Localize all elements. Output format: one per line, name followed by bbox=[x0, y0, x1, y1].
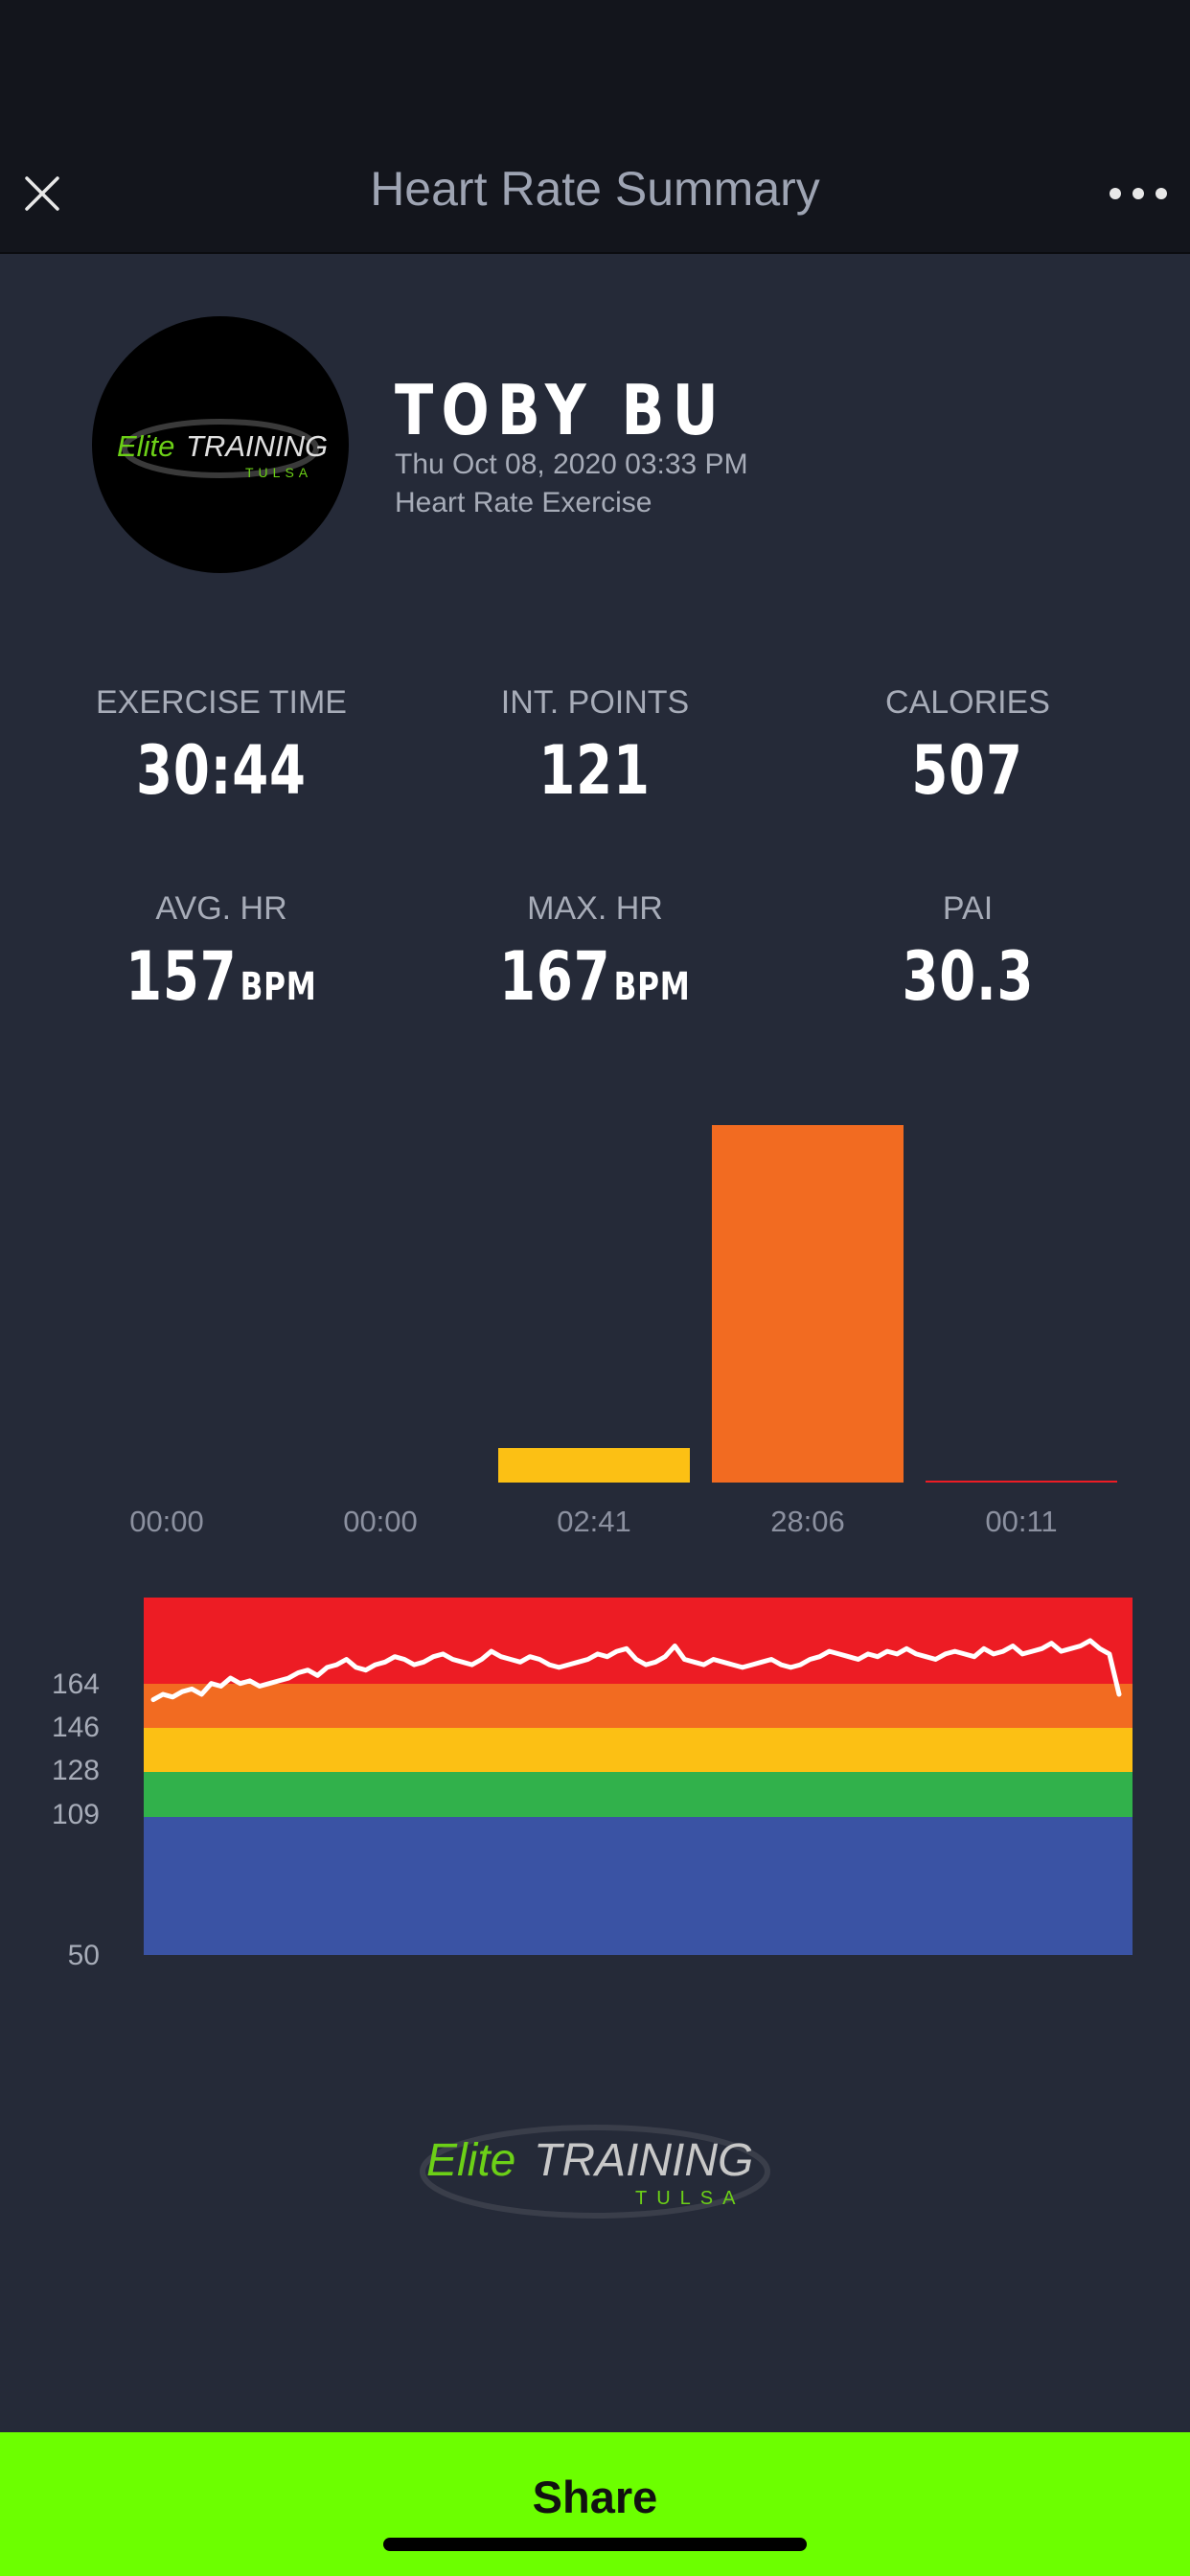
svg-text:TRAINING: TRAINING bbox=[534, 2135, 753, 2186]
more-button[interactable] bbox=[1104, 169, 1173, 218]
zone-band-blue bbox=[144, 1817, 1133, 1955]
stat-label: CALORIES bbox=[885, 684, 1050, 721]
stat-avg-hr: AVG. HR 157BPM bbox=[30, 890, 413, 1016]
stat-int-points: INT. POINTS 121 bbox=[403, 684, 787, 810]
svg-text:Elite: Elite bbox=[117, 429, 174, 463]
close-icon bbox=[25, 176, 59, 211]
elite-training-footer-logo: Elite TRAINING TULSA bbox=[420, 2125, 770, 2219]
stat-label: AVG. HR bbox=[155, 890, 287, 927]
top-bar bbox=[0, 0, 1190, 254]
hr-y-tick: 109 bbox=[51, 1799, 100, 1830]
hr-y-tick: 50 bbox=[67, 1940, 100, 1971]
stat-max-hr: MAX. HR 167BPM bbox=[403, 890, 787, 1016]
stat-value: 157BPM bbox=[126, 937, 317, 1016]
svg-text:TRAINING: TRAINING bbox=[186, 429, 328, 463]
share-button-label: Share bbox=[532, 2472, 658, 2522]
zone-time-bar bbox=[498, 1448, 690, 1483]
zone-time-bar bbox=[712, 1125, 904, 1483]
hr-y-tick: 128 bbox=[51, 1755, 100, 1786]
heart-rate-series bbox=[150, 1638, 1122, 1703]
page-title: Heart Rate Summary bbox=[370, 162, 820, 216]
stat-label: MAX. HR bbox=[527, 890, 663, 927]
user-name: TOBY BU bbox=[395, 370, 726, 450]
svg-text:Elite: Elite bbox=[426, 2135, 515, 2186]
zone-band-green bbox=[144, 1772, 1133, 1817]
zone-time-bar bbox=[926, 1481, 1117, 1483]
hr-y-tick: 164 bbox=[51, 1668, 100, 1700]
heart-rate-line bbox=[150, 1638, 1122, 1703]
stat-pai: PAI 30.3 bbox=[776, 890, 1159, 1016]
home-indicator bbox=[383, 2538, 807, 2551]
zone-band-orange bbox=[144, 1684, 1133, 1728]
avatar: Elite TRAINING TULSA bbox=[92, 316, 349, 573]
more-icon bbox=[1110, 188, 1167, 199]
zone-band-yellow bbox=[144, 1728, 1133, 1772]
stat-value: 30:44 bbox=[136, 731, 307, 810]
svg-text:TULSA: TULSA bbox=[245, 465, 312, 480]
svg-text:TULSA: TULSA bbox=[635, 2188, 744, 2209]
stat-label: EXERCISE TIME bbox=[96, 684, 347, 721]
stat-exercise-time: EXERCISE TIME 30:44 bbox=[30, 684, 413, 810]
session-datetime: Thu Oct 08, 2020 03:33 PM bbox=[395, 448, 748, 480]
activity-type: Heart Rate Exercise bbox=[395, 487, 652, 518]
zone-time-label: 00:00 bbox=[129, 1505, 204, 1538]
zone-time-label: 28:06 bbox=[770, 1505, 845, 1538]
zone-time-label: 02:41 bbox=[557, 1505, 631, 1538]
stat-value: 507 bbox=[911, 731, 1024, 810]
elite-training-logo: Elite TRAINING TULSA bbox=[117, 419, 328, 480]
stat-calories: CALORIES 507 bbox=[776, 684, 1159, 810]
zone-time-label: 00:00 bbox=[343, 1505, 418, 1538]
stat-label: INT. POINTS bbox=[500, 684, 690, 721]
hr-y-tick: 146 bbox=[51, 1712, 100, 1743]
stat-value: 30.3 bbox=[902, 937, 1034, 1016]
zone-time-label: 00:11 bbox=[985, 1505, 1058, 1538]
stat-value: 121 bbox=[538, 731, 652, 810]
share-button[interactable] bbox=[0, 2432, 1190, 2576]
close-button[interactable] bbox=[17, 169, 67, 218]
stat-label: PAI bbox=[942, 890, 994, 927]
stat-value: 167BPM bbox=[499, 937, 691, 1016]
